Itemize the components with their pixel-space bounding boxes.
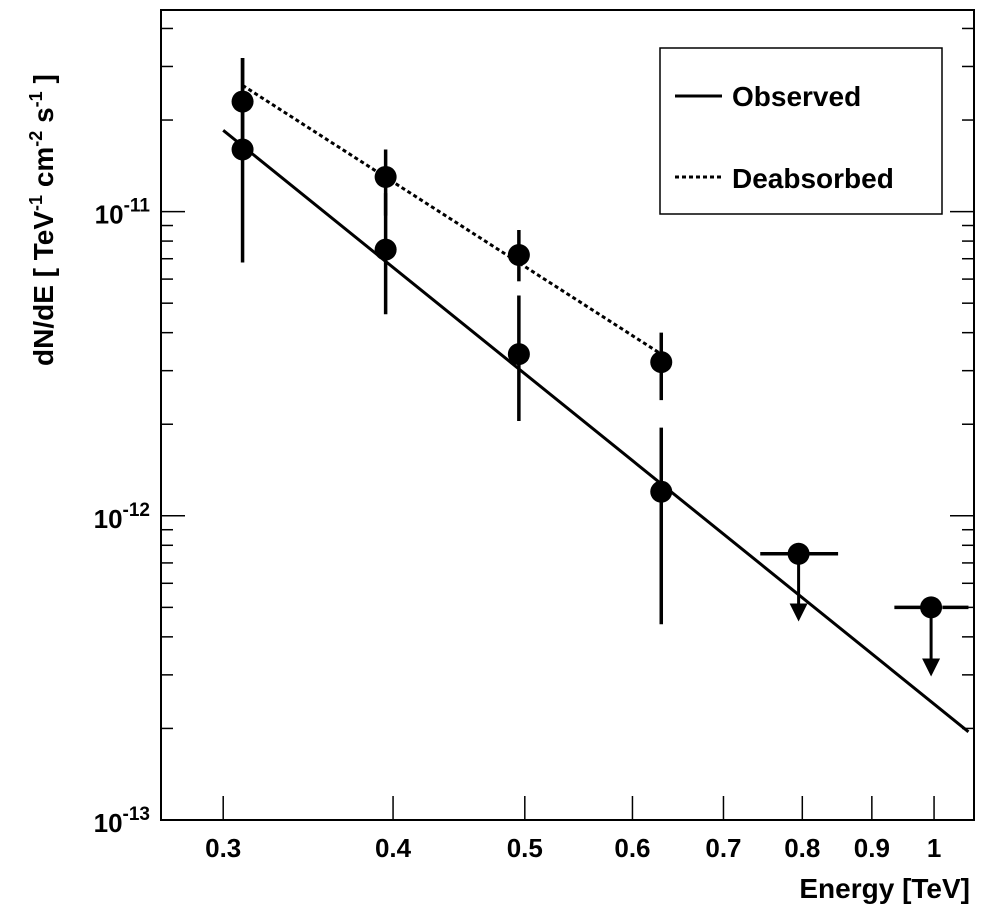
y-tick-base: 10 [94,808,123,838]
y-tick-exponent: -13 [123,804,150,825]
y-tick-label: 10-12 [94,500,150,534]
upper-limit-arrow [922,658,941,677]
x-tick-label: 0.9 [854,833,890,863]
upper-limit-point [920,596,943,619]
observed-data-point [374,238,397,261]
legend-observed-label: Observed [732,81,861,112]
observed-data-point [507,343,530,366]
deabsorbed-data-point [650,351,673,374]
observed-data-point [231,138,254,161]
y-tick-exponent: -11 [124,196,151,217]
error-bars [240,57,664,625]
x-tick-label: 0.5 [507,833,543,863]
legend-box [659,47,943,215]
y-label-main: dN/dE [ TeV [28,211,59,366]
y-tick-base: 10 [94,504,123,534]
legend-deabsorbed-label: Deabsorbed [732,163,894,194]
upper-limit-arrow [789,603,808,622]
upper-limits [760,542,969,677]
y-label-exp3: -1 [26,91,46,107]
legend: Observed Deabsorbed [659,47,943,215]
deabsorbed-data-point [231,90,254,113]
x-axis-ticks: 0.3 0.4 0.5 0.6 0.7 0.8 0.9 1 [205,796,941,863]
upper-limit-point [787,542,810,565]
x-axis-label: Energy [TeV] [799,873,970,904]
observed-data-point [650,480,673,503]
x-tick-label: 0.7 [705,833,741,863]
observed-fit-line [222,129,970,733]
plot-frame [160,9,975,821]
deabsorbed-data-point [374,165,397,188]
data-points [231,90,673,503]
y-label-end: ] [28,74,59,91]
x-tick-label: 0.8 [784,833,820,863]
fit-lines [222,84,970,733]
deabsorbed-data-point [507,244,530,267]
x-tick-label: 1 [927,833,941,863]
y-tick-base: 10 [95,200,124,230]
y-tick-label: 10-13 [94,804,150,838]
y-tick-label: 10-11 [95,196,151,230]
x-tick-label: 0.6 [614,833,650,863]
y-tick-exponent: -12 [123,500,150,521]
x-tick-label: 0.4 [375,833,412,863]
y-label-mid: cm [28,147,59,195]
y-label-exp1: -1 [26,195,46,211]
y-minor-ticks [161,27,974,730]
x-tick-label: 0.3 [205,833,241,863]
y-axis-label: dN/dE [ TeV-1 cm-2 s-1 ] [26,74,59,366]
y-label-exp2: -2 [26,131,46,147]
deabsorbed-fit-line [241,84,663,356]
y-label-mid2: s [28,107,59,130]
